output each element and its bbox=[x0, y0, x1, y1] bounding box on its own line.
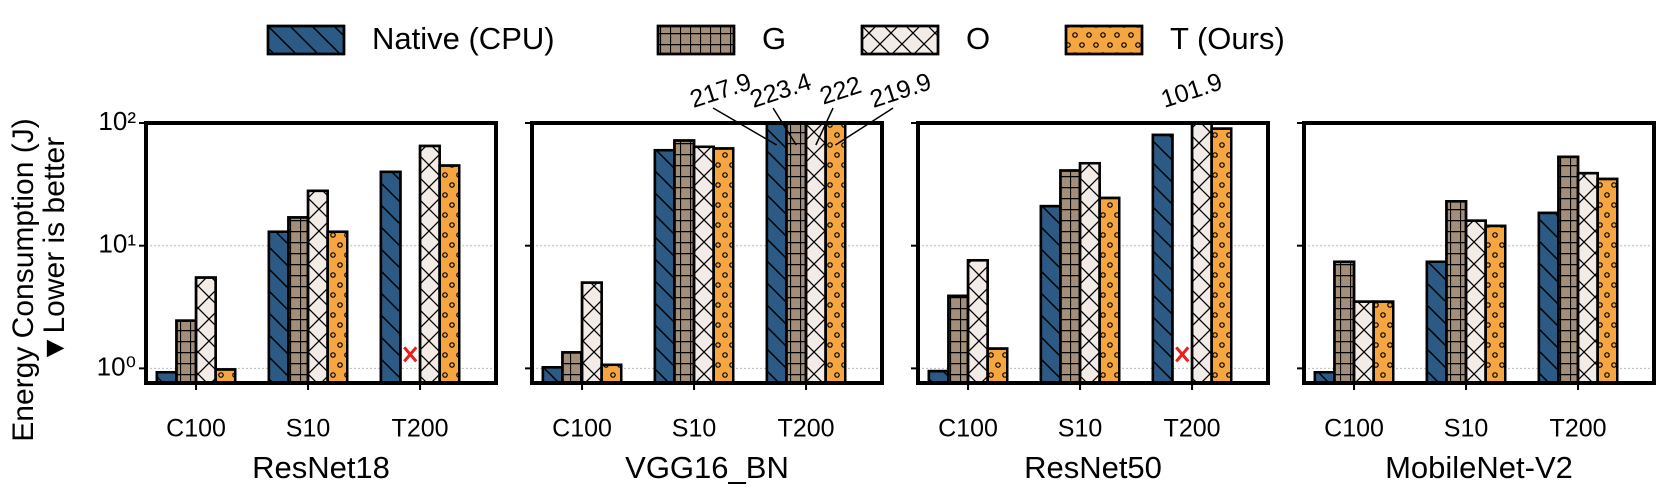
bar-hatch bbox=[306, 189, 329, 383]
panel: C100 S10 T200 MobileNet-V2 bbox=[1297, 121, 1656, 485]
legend-label: G bbox=[762, 21, 786, 56]
bar-hatch bbox=[580, 281, 603, 383]
x-tick-label: C100 bbox=[166, 415, 226, 443]
bar-hatch bbox=[438, 164, 461, 383]
x-tick-label: S10 bbox=[672, 415, 716, 443]
bar-hatch bbox=[824, 123, 847, 383]
axes-frame bbox=[144, 121, 498, 385]
bar-hatch bbox=[1333, 260, 1356, 383]
x-tick-label: T200 bbox=[392, 415, 449, 443]
missing-marker bbox=[1175, 346, 1190, 363]
x-tick-label: S10 bbox=[1444, 415, 1488, 443]
y-tick-label: 10² bbox=[98, 106, 136, 136]
bar-hatch bbox=[561, 351, 584, 383]
bar-hatch bbox=[1425, 260, 1448, 383]
value-label: 219.9 bbox=[867, 68, 935, 114]
legend: Native (CPU) G O T (Ours) bbox=[266, 21, 1285, 56]
legend-label: Native (CPU) bbox=[372, 21, 555, 56]
bar-hatch bbox=[1484, 224, 1507, 383]
legend-label: O bbox=[966, 21, 990, 56]
bar-hatch bbox=[692, 145, 715, 383]
x-tick-label: C100 bbox=[1324, 415, 1384, 443]
bar-hatch bbox=[673, 139, 696, 383]
axes-frame bbox=[530, 121, 884, 385]
y-tick-label: 10⁰ bbox=[97, 351, 136, 381]
legend-hatch bbox=[266, 24, 346, 56]
bar-hatch bbox=[947, 294, 970, 383]
bar-hatch bbox=[1352, 300, 1375, 383]
bar-hatch bbox=[1372, 300, 1395, 383]
panel-title: VGG16_BN bbox=[625, 450, 789, 485]
x-tick-label: T200 bbox=[1164, 415, 1221, 443]
legend-label: T (Ours) bbox=[1170, 21, 1285, 56]
bar-hatch bbox=[1151, 133, 1174, 383]
x-tick-label: C100 bbox=[938, 415, 998, 443]
bar-hatch bbox=[541, 366, 564, 383]
bar-hatch bbox=[1596, 177, 1619, 383]
value-label: 222 bbox=[816, 71, 864, 111]
panel-title: MobileNet-V2 bbox=[1385, 450, 1573, 485]
missing-marker bbox=[403, 346, 418, 363]
bar-hatch bbox=[785, 123, 808, 383]
leader-line bbox=[815, 107, 834, 146]
x-tick-label: T200 bbox=[1550, 415, 1607, 443]
x-tick-label: T200 bbox=[778, 415, 835, 443]
bar-hatch bbox=[765, 123, 788, 383]
bar-hatch bbox=[966, 259, 989, 383]
leader-line bbox=[712, 107, 778, 146]
y-tick-label: 10¹ bbox=[98, 229, 136, 259]
legend-hatch bbox=[656, 24, 736, 56]
bar-hatch bbox=[1464, 219, 1487, 383]
x-tick-label: S10 bbox=[286, 415, 330, 443]
bar-hatch bbox=[267, 230, 290, 383]
bar-hatch bbox=[379, 170, 402, 383]
x-tick-label: C100 bbox=[552, 415, 612, 443]
bar-hatch bbox=[1210, 127, 1233, 383]
bar-hatch bbox=[194, 276, 217, 383]
bar-hatch bbox=[175, 319, 198, 383]
value-label: 223.4 bbox=[747, 68, 815, 114]
bar-hatch bbox=[214, 368, 237, 383]
bar-hatch bbox=[418, 144, 441, 383]
panel-title: ResNet50 bbox=[1024, 450, 1162, 485]
x-tick-label: S10 bbox=[1058, 415, 1102, 443]
panel: C100 S10 T200 101.9 ResNet50 bbox=[911, 68, 1270, 485]
bar-hatch bbox=[600, 363, 623, 383]
y-axis-label: Energy Consumption (J) bbox=[7, 118, 40, 441]
value-label: 217.9 bbox=[687, 68, 755, 114]
axes-frame bbox=[1302, 121, 1656, 385]
bar-hatch bbox=[1557, 155, 1580, 383]
bar-hatch bbox=[1537, 211, 1560, 383]
bar-hatch bbox=[986, 347, 1009, 383]
bar-hatch bbox=[1078, 161, 1101, 383]
bar-hatch bbox=[1445, 200, 1468, 383]
bar-hatch bbox=[1576, 171, 1599, 383]
bar-hatch bbox=[712, 147, 735, 383]
bar-hatch bbox=[804, 123, 827, 383]
leader-line bbox=[772, 107, 797, 146]
legend-hatch bbox=[1064, 24, 1144, 56]
bar-hatch bbox=[1190, 123, 1213, 383]
bar-hatch bbox=[1059, 169, 1082, 383]
panel-title: ResNet18 bbox=[252, 450, 390, 485]
y-axis-label-2: ▼Lower is better bbox=[38, 137, 71, 363]
bar-hatch bbox=[287, 216, 310, 383]
bar-hatch bbox=[326, 230, 349, 383]
leader-line bbox=[835, 107, 894, 146]
legend-hatch bbox=[860, 24, 940, 56]
value-label: 101.9 bbox=[1158, 68, 1226, 114]
bar-hatch bbox=[1039, 204, 1062, 383]
bar-hatch bbox=[653, 148, 676, 383]
axes-frame bbox=[916, 121, 1270, 385]
bar-hatch bbox=[1098, 196, 1121, 383]
